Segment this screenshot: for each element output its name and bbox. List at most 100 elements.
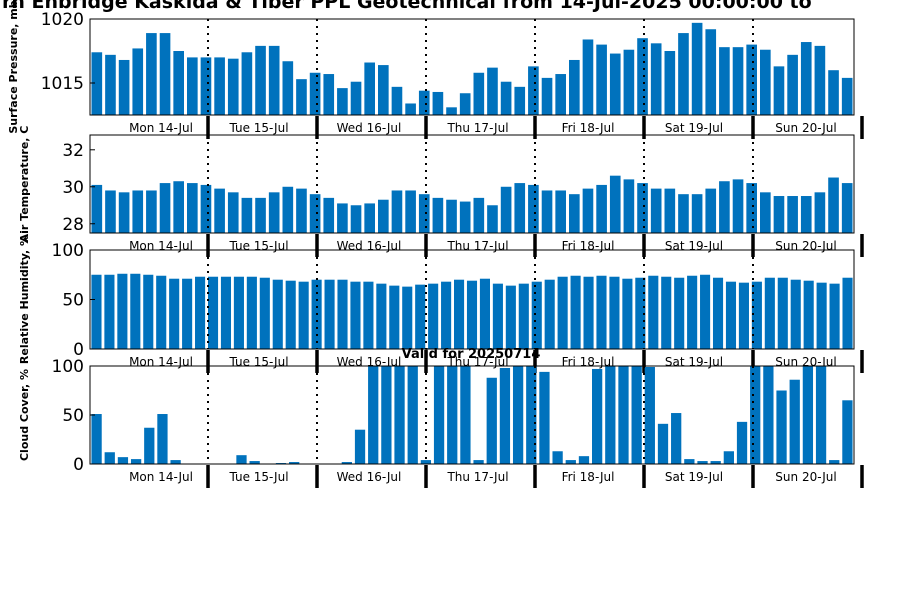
bar-3-51 (738, 282, 749, 349)
bar-3-19 (324, 279, 335, 349)
x-tick-label: Thu 17-Jul (446, 121, 508, 135)
bar-1-13 (255, 45, 266, 115)
bar-3-21 (350, 281, 361, 349)
bar-3-3 (117, 273, 128, 349)
bar-1-50 (760, 49, 771, 115)
bar-2-47 (719, 181, 730, 233)
bar-3-43 (635, 277, 646, 349)
bar-4-32 (499, 367, 511, 464)
bar-1-38 (596, 44, 607, 115)
bar-4-35 (539, 371, 550, 464)
bar-2-51 (773, 196, 785, 233)
bar-3-9 (195, 276, 206, 349)
x-tick-label: Fri 18-Jul (562, 239, 615, 253)
bar-3-52 (751, 281, 762, 349)
x-tick-label: Thu 17-Jul (446, 470, 508, 484)
x-tick-label: Tue 15-Jul (228, 470, 288, 484)
bar-1-46 (705, 29, 717, 116)
bar-3-36 (544, 279, 555, 349)
y-tick-label: 28 (62, 215, 84, 235)
bar-1-42 (650, 43, 662, 115)
bar-3-58 (829, 283, 840, 349)
bar-1-56 (841, 77, 853, 115)
bar-3-22 (363, 281, 374, 349)
bar-4-4 (130, 459, 142, 464)
y-axis-label: Cloud Cover, % (18, 369, 31, 461)
bar-4-21 (354, 429, 366, 464)
bar-3-13 (246, 276, 257, 349)
bar-3-6 (156, 275, 167, 349)
x-tick-label: Wed 16-Jul (337, 239, 402, 253)
bar-4-23 (381, 366, 392, 464)
bar-2-16 (296, 188, 307, 233)
bar-4-36 (552, 451, 563, 464)
x-tick-label: Tue 15-Jul (228, 355, 288, 369)
bar-1-21 (364, 62, 375, 115)
bar-2-43 (664, 188, 676, 233)
bar-3-59 (842, 277, 853, 349)
x-tick-label: Fri 18-Jul (562, 470, 615, 484)
y-tick-label: 0 (73, 455, 84, 475)
bar-4-50 (736, 421, 748, 464)
bar-4-39 (592, 368, 603, 464)
bar-2-54 (814, 192, 826, 233)
bar-4-41 (618, 366, 629, 464)
bar-3-26 (415, 284, 426, 349)
bar-3-35 (531, 281, 542, 349)
bar-2-30 (487, 205, 498, 233)
bar-2-26 (432, 197, 444, 233)
bar-2-24 (405, 190, 416, 233)
x-tick-label: Sat 19-Jul (665, 470, 723, 484)
bar-2-2 (105, 190, 116, 233)
bar-2-34 (541, 190, 553, 233)
plot-frame (89, 18, 855, 116)
bar-3-40 (596, 275, 607, 349)
bar-1-24 (405, 103, 416, 115)
bar-1-27 (446, 107, 457, 115)
bar-2-33 (528, 184, 539, 233)
bar-3-49 (712, 277, 724, 349)
x-tick-label: Sat 19-Jul (665, 239, 723, 253)
x-tick-label: Sat 19-Jul (665, 355, 723, 369)
bar-3-4 (130, 273, 141, 349)
bar-2-13 (255, 197, 266, 233)
y-axis-label: Surface Pressure, mb (7, 0, 20, 133)
bar-4-56 (815, 366, 827, 464)
bar-3-30 (466, 280, 478, 349)
bar-4-44 (657, 423, 669, 464)
bar-1-36 (569, 59, 580, 115)
bar-4-52 (763, 366, 774, 464)
bar-3-38 (570, 275, 581, 349)
bar-2-7 (173, 181, 184, 233)
bar-2-27 (446, 199, 457, 233)
bar-4-55 (802, 366, 814, 464)
bar-3-56 (803, 280, 814, 349)
bar-1-53 (800, 42, 812, 115)
bar-4-22 (368, 366, 379, 464)
bar-3-29 (454, 279, 465, 349)
bar-1-6 (159, 33, 171, 115)
y-tick-label: 1020 (41, 10, 84, 30)
chart-panels: 1015 1020 Mon 14-Jul Tue 15-Jul Wed 16-Jul Th… (7, 0, 864, 488)
bar-3-42 (622, 278, 633, 349)
bar-4-31 (486, 377, 497, 464)
bar-4-57 (829, 460, 840, 464)
bar-4-25 (407, 366, 418, 464)
x-tick-label: Sun 20-Jul (775, 470, 836, 484)
bar-1-37 (582, 39, 594, 116)
panel-4: 0 50 100 Mon 14-Jul Tue 15-Jul Wed 16-Jul Thu … (18, 357, 864, 488)
bar-4-16 (289, 462, 300, 464)
bar-2-38 (596, 184, 607, 233)
bar-2-29 (473, 197, 485, 233)
plot-frame (89, 134, 855, 234)
bar-1-19 (337, 88, 348, 115)
bar-1-10 (214, 57, 225, 115)
bar-1-35 (555, 74, 566, 115)
x-tick-label: Tue 15-Jul (228, 121, 288, 135)
bar-3-55 (790, 279, 801, 349)
bar-1-51 (773, 66, 785, 115)
bar-1-16 (296, 79, 307, 115)
bar-1-20 (350, 81, 362, 115)
bar-1-23 (391, 86, 403, 115)
